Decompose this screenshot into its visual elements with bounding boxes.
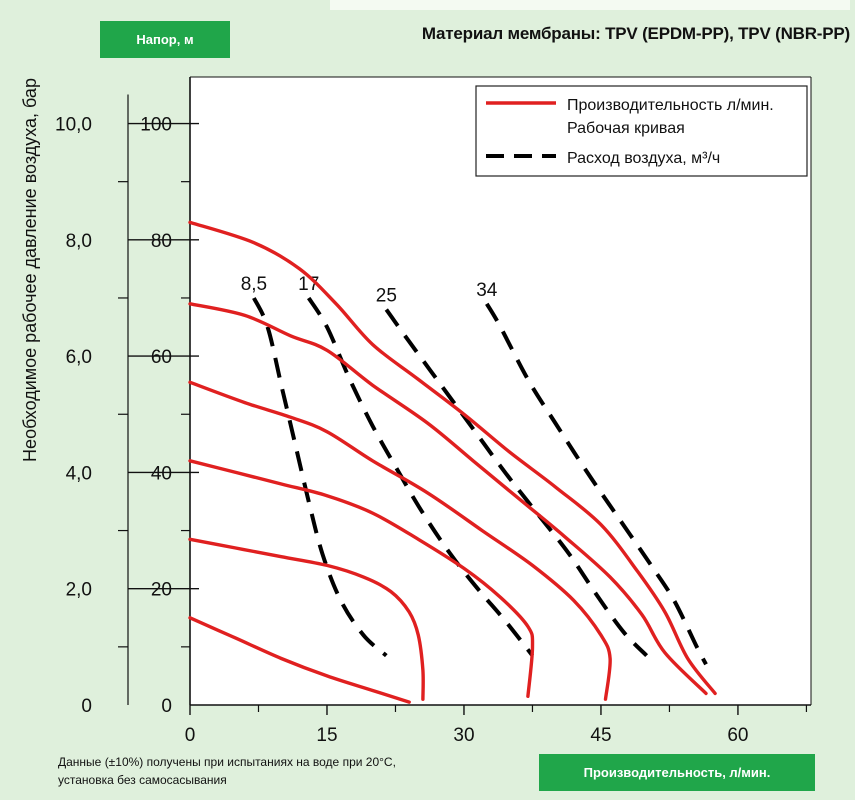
x-tick-label: 15 [316, 725, 337, 746]
flow-badge: Производительность, л/мин. [539, 754, 815, 791]
performance-curve [188, 616, 411, 704]
performance-curve [188, 380, 612, 701]
performance-curve [188, 459, 535, 698]
air-line [307, 296, 535, 657]
y2-tick-label: 4,0 [66, 463, 92, 484]
x-tick-label: 60 [727, 725, 748, 746]
head-badge: Напор, м [100, 21, 230, 58]
legend-label-air: Расход воздуха, м³/ч [567, 150, 720, 167]
y-tick-label: 60 [151, 347, 172, 368]
y2-tick-label: 2,0 [66, 580, 92, 601]
performance-curve [188, 220, 717, 696]
y2-axis-label: Необходимое рабочее давление воздуха, ба… [20, 78, 40, 462]
title-strip [330, 0, 850, 10]
x-tick-label: 0 [185, 725, 196, 746]
legend-label-performance: Производительность л/мин. [567, 97, 774, 114]
chart-title: Материал мембраны: TPV (EPDM-PP), TPV (N… [421, 24, 850, 43]
air-line-label: 8,5 [241, 274, 267, 295]
y2-tick-label: 0 [81, 696, 92, 717]
y2-tick-label: 6,0 [66, 347, 92, 368]
performance-curve [188, 302, 708, 696]
y-tick-label: 20 [151, 580, 172, 601]
air-line [384, 308, 649, 658]
y-tick-label: 100 [140, 115, 172, 136]
y2-tick-label: 8,0 [66, 231, 92, 252]
y-tick-label: 0 [161, 696, 172, 717]
note-line-2: установка без самосасывания [58, 773, 227, 787]
legend: Производительность л/мин. Рабочая кривая Р… [475, 85, 808, 177]
performance-curve [188, 537, 425, 701]
legend-label-performance-sub: Рабочая кривая [567, 120, 685, 137]
air-line-label: 34 [476, 280, 498, 301]
x-tick-label: 45 [590, 725, 611, 746]
air-line-label: 25 [376, 286, 397, 307]
y2-tick-label: 10,0 [55, 115, 92, 136]
legend-box [475, 85, 808, 177]
x-tick-label: 30 [453, 725, 474, 746]
y-tick-label: 40 [151, 463, 172, 484]
note-line-1: Данные (±10%) получены при испытаниях на… [58, 755, 396, 769]
y-tick-label: 80 [151, 231, 172, 252]
test-conditions-note: Данные (±10%) получены при испытаниях на… [58, 753, 396, 789]
plot-area [190, 77, 811, 705]
air-line [252, 297, 388, 658]
performance-curves [188, 220, 717, 704]
air-line [485, 302, 708, 666]
